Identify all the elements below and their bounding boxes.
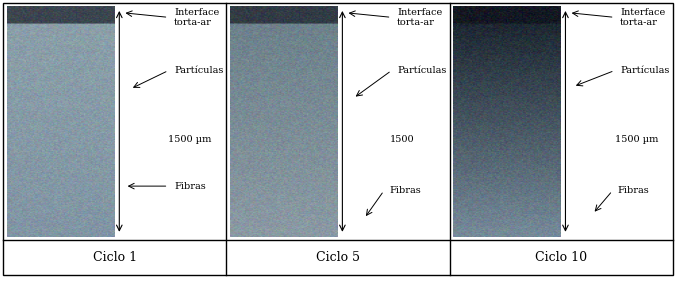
Text: Partículas: Partículas xyxy=(620,66,669,75)
Text: Fibras: Fibras xyxy=(618,186,650,195)
Text: 1500 µm: 1500 µm xyxy=(614,135,658,144)
Text: 1500 µm: 1500 µm xyxy=(168,135,212,144)
Text: Ciclo 10: Ciclo 10 xyxy=(535,251,587,264)
Text: Ciclo 5: Ciclo 5 xyxy=(316,251,360,264)
Text: Partículas: Partículas xyxy=(397,66,446,75)
Text: Interface
torta-ar: Interface torta-ar xyxy=(620,8,665,27)
Text: Interface
torta-ar: Interface torta-ar xyxy=(397,8,442,27)
Text: Partículas: Partículas xyxy=(174,66,223,75)
Text: 1500: 1500 xyxy=(389,135,414,144)
Text: Fibras: Fibras xyxy=(389,186,421,195)
Text: Ciclo 1: Ciclo 1 xyxy=(93,251,137,264)
Text: Interface
torta-ar: Interface torta-ar xyxy=(174,8,219,27)
Text: Fibras: Fibras xyxy=(174,181,206,191)
